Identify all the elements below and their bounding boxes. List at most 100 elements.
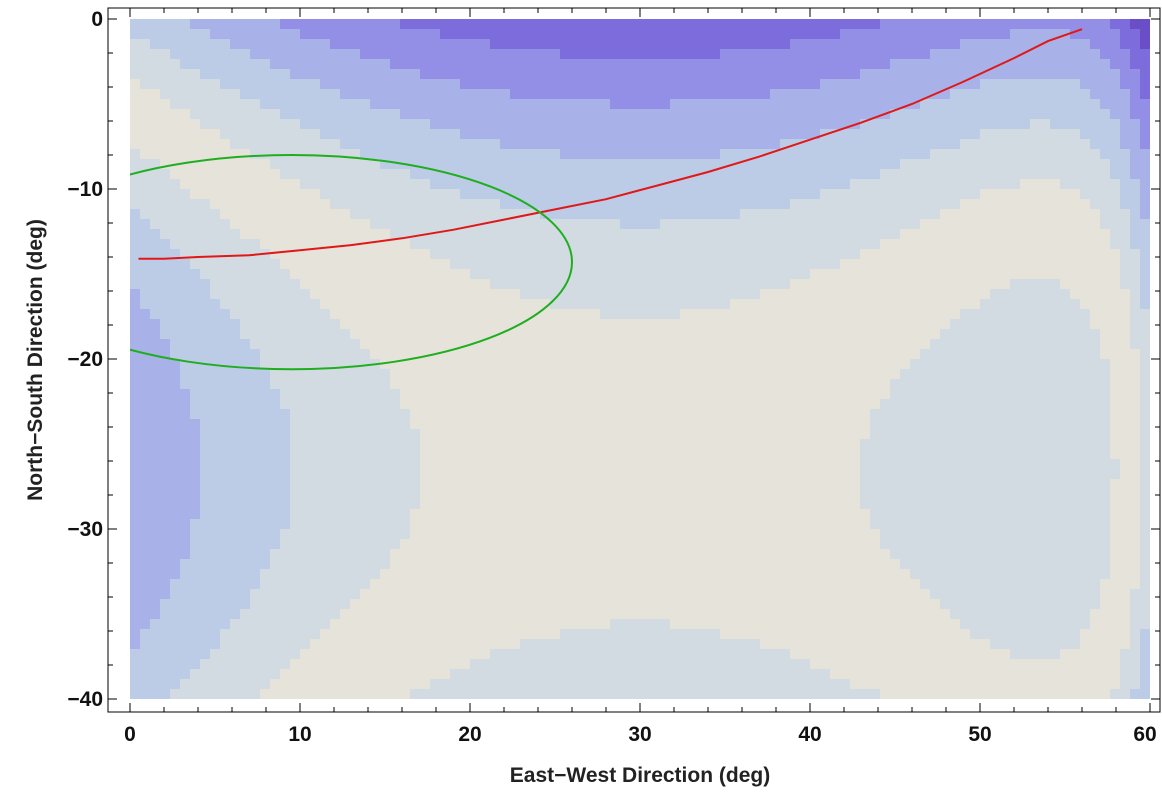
contour-cell — [180, 239, 191, 250]
contour-cell — [750, 219, 761, 230]
contour-cell — [1100, 189, 1111, 200]
contour-cell — [710, 409, 721, 420]
contour-cell — [360, 39, 371, 50]
contour-cell — [600, 39, 611, 50]
contour-cell — [550, 469, 561, 480]
contour-cell — [840, 299, 851, 310]
contour-cell — [870, 349, 881, 360]
contour-cell — [190, 269, 201, 280]
contour-cell — [610, 369, 621, 380]
contour-cell — [490, 449, 501, 460]
contour-cell — [410, 69, 421, 80]
contour-cell — [730, 309, 741, 320]
contour-cell — [380, 329, 391, 340]
contour-cell — [1110, 189, 1121, 200]
contour-cell — [1120, 419, 1131, 430]
contour-cell — [540, 19, 551, 30]
contour-cell — [300, 59, 311, 70]
contour-cell — [720, 99, 731, 110]
contour-cell — [470, 389, 481, 400]
contour-cell — [410, 499, 421, 510]
contour-cell — [950, 229, 961, 240]
contour-cell — [1100, 249, 1111, 260]
contour-cell — [840, 59, 851, 70]
contour-cell — [770, 29, 781, 40]
contour-cell — [470, 279, 481, 290]
contour-cell — [660, 369, 671, 380]
contour-cell — [250, 419, 261, 430]
contour-cell — [150, 489, 161, 500]
contour-cell — [980, 229, 991, 240]
contour-cell — [1060, 339, 1071, 350]
contour-cell — [470, 49, 481, 60]
contour-cell — [250, 169, 261, 180]
contour-cell — [1080, 179, 1091, 190]
contour-cell — [810, 399, 821, 410]
contour-cell — [560, 389, 571, 400]
contour-cell — [1060, 69, 1071, 80]
contour-cell — [930, 249, 941, 260]
contour-cell — [300, 159, 311, 170]
contour-cell — [340, 379, 351, 390]
contour-cell — [920, 149, 931, 160]
contour-cell — [290, 489, 301, 500]
contour-cell — [550, 249, 561, 260]
contour-cell — [180, 89, 191, 100]
contour-cell — [540, 199, 551, 210]
contour-cell — [1140, 199, 1150, 210]
contour-cell — [570, 389, 581, 400]
contour-cell — [180, 369, 191, 380]
contour-cell — [490, 179, 501, 190]
contour-cell — [830, 399, 841, 410]
contour-cell — [710, 339, 721, 350]
contour-cell — [1050, 139, 1061, 150]
contour-cell — [1110, 39, 1121, 50]
contour-cell — [400, 409, 411, 420]
contour-cell — [340, 389, 351, 400]
contour-cell — [550, 129, 561, 140]
contour-cell — [530, 79, 541, 90]
contour-cell — [130, 109, 141, 120]
contour-cell — [800, 129, 811, 140]
contour-cell — [990, 369, 1001, 380]
contour-cell — [1080, 389, 1091, 400]
contour-cell — [260, 149, 271, 160]
contour-cell — [560, 359, 571, 370]
contour-cell — [210, 439, 221, 450]
contour-cell — [650, 89, 661, 100]
contour-cell — [170, 129, 181, 140]
contour-cell — [580, 119, 591, 130]
contour-cell — [980, 499, 991, 510]
contour-cell — [690, 49, 701, 60]
contour-cell — [570, 169, 581, 180]
contour-cell — [310, 49, 321, 60]
contour-cell — [370, 119, 381, 130]
contour-cell — [1000, 69, 1011, 80]
contour-cell — [130, 469, 141, 480]
contour-cell — [710, 179, 721, 190]
contour-cell — [210, 289, 221, 300]
contour-cell — [840, 89, 851, 100]
contour-cell — [310, 279, 321, 290]
contour-cell — [700, 329, 711, 340]
contour-cell — [300, 339, 311, 350]
contour-cell — [610, 309, 621, 320]
contour-cell — [680, 439, 691, 450]
contour-cell — [1140, 259, 1150, 270]
contour-cell — [270, 479, 281, 490]
contour-cell — [1050, 459, 1061, 470]
contour-cell — [370, 439, 381, 450]
contour-cell — [340, 109, 351, 120]
contour-cell — [340, 29, 351, 40]
contour-cell — [830, 219, 841, 230]
contour-cell — [840, 389, 851, 400]
contour-cell — [360, 349, 371, 360]
contour-cell — [1090, 99, 1101, 110]
contour-cell — [250, 459, 261, 470]
contour-cell — [580, 209, 591, 220]
contour-cell — [170, 59, 181, 70]
contour-cell — [370, 189, 381, 200]
contour-cell — [270, 429, 281, 440]
contour-cell — [650, 499, 661, 510]
contour-cell — [650, 179, 661, 190]
